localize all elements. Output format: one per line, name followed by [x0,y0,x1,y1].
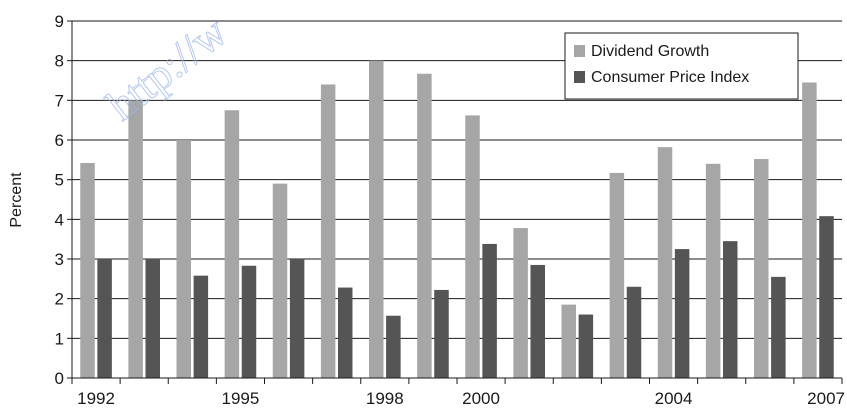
y-tick-label: 5 [55,171,64,190]
bar-consumer-price-index [337,287,353,378]
bar-consumer-price-index [386,315,401,378]
bar-consumer-price-index [145,259,160,378]
bar-dividend-growth [417,73,432,379]
legend-swatch [574,45,585,57]
legend-box [564,32,799,100]
bar-dividend-growth [609,172,625,378]
bar-dividend-growth [369,60,384,379]
y-tick-label: 1 [55,329,64,348]
bar-dividend-growth [272,183,288,378]
y-tick-label: 3 [55,250,64,269]
bar-consumer-price-index [241,265,257,378]
bar-consumer-price-index [289,259,305,378]
bar-dividend-growth [705,163,721,378]
bar-consumer-price-index [674,249,690,378]
axes [67,20,843,384]
legend-swatch [574,71,585,83]
bar-consumer-price-index [626,286,642,378]
bar-consumer-price-index [434,289,449,378]
x-tick-label: 1995 [222,389,260,408]
bar-consumer-price-index [819,216,834,378]
bar-consumer-price-index [722,241,738,378]
bar-dividend-growth [224,110,240,378]
bar-dividend-growth [802,82,817,378]
tick-labels: 0 1 2 3 4 5 6 7 8 9 1992 1995 1998 2000 2004 2007 [55,12,845,408]
bar-dividend-growth [561,304,577,378]
bar-dividend-growth [320,84,336,378]
bar-consumer-price-index [193,275,209,378]
y-tick-label: 0 [55,369,64,388]
bar-consumer-price-index [97,259,112,378]
bars [80,60,834,379]
x-tick-label: 1998 [366,389,404,408]
bar-dividend-growth [754,159,769,378]
y-tick-label: 2 [55,290,64,309]
legend-label: Consumer Price Index [591,69,749,86]
x-tick-label: 2000 [462,389,500,408]
bar-dividend-growth [513,228,528,378]
bar-dividend-growth [176,140,192,378]
x-tick-label: 2004 [655,389,693,408]
legend-label: Dividend Growth [591,43,709,60]
watermark-text: http://w [98,7,236,130]
y-tick-label: 8 [55,52,64,71]
y-tick-label: 9 [55,12,64,31]
x-tick-label: 1992 [77,389,115,408]
bar-consumer-price-index [578,314,594,378]
y-tick-label: 4 [55,210,64,229]
bar-dividend-growth [657,147,673,378]
bar-consumer-price-index [482,243,497,378]
bar-consumer-price-index [771,276,786,378]
bar-dividend-growth [80,163,95,378]
x-tick-label: 2007 [807,389,845,408]
y-tick-label: 7 [55,91,64,110]
y-axis-title: Percent [8,172,25,228]
bar-dividend-growth [465,115,480,378]
legend: Dividend Growth Consumer Price Index [564,32,799,100]
bar-dividend-growth [128,100,143,378]
y-tick-label: 6 [55,131,64,150]
bar-consumer-price-index [530,264,545,378]
